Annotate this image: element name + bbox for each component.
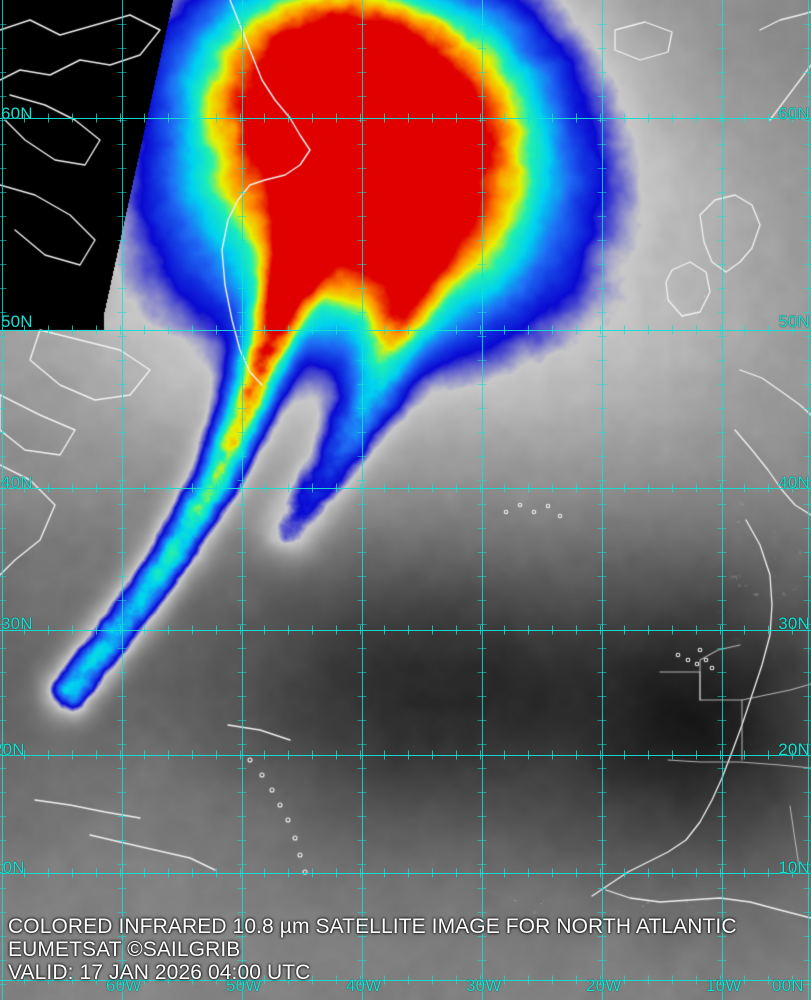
lat-label-left-10n: 10N (0, 858, 25, 877)
lat-label-right-40n: 40N (778, 473, 810, 492)
lon-label-00: 00N (772, 976, 804, 995)
lat-label-right-30n: 30N (778, 614, 810, 633)
lat-label-left-30n: 30N (1, 614, 33, 633)
lat-label-left-40n: 40N (1, 473, 33, 492)
lat-label-right-50n: 50N (778, 312, 810, 331)
caption-validity: VALID: 17 JAN 2026 04:00 UTC (8, 961, 311, 984)
caption-credit: EUMETSAT ©SAILGRIB (8, 938, 241, 961)
caption-title: COLORED INFRARED 10.8 µm SATELLITE IMAGE… (8, 915, 737, 938)
lon-label-60w: 60W (106, 976, 142, 995)
lon-label-50w: 50W (226, 976, 262, 995)
lat-label-left-60n: 60N (1, 104, 33, 123)
lat-label-right-60n: 60N (778, 104, 810, 123)
lat-label-left-20n: 20N (0, 740, 25, 759)
lon-label-10w: 10W (706, 976, 742, 995)
lat-label-right-20n: 20N (778, 740, 810, 759)
lat-label-left-50n: 50N (1, 312, 33, 331)
lat-label-right-10n: 10N (778, 858, 810, 877)
lon-label-20w: 20W (586, 976, 622, 995)
lon-label-40w: 40W (346, 976, 382, 995)
lon-label-30w: 30W (466, 976, 502, 995)
caption-block: COLORED INFRARED 10.8 µm SATELLITE IMAGE… (8, 915, 737, 984)
